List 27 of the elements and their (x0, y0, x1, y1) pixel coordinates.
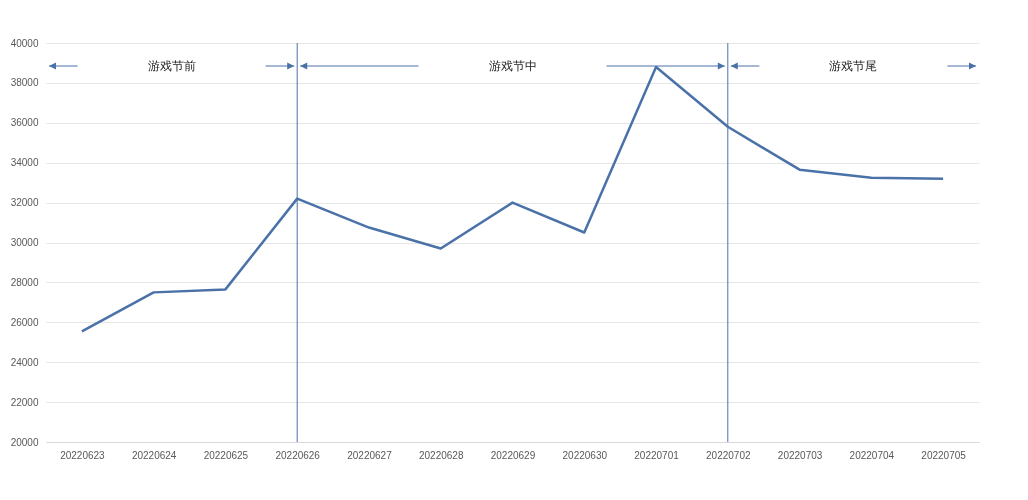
y-tick-label: 40000 (10, 37, 39, 49)
y-tick-label: 22000 (10, 396, 39, 408)
annotation: 游戏节前 (147, 59, 196, 73)
x-tick-label: 20220628 (418, 449, 464, 461)
x-tick-label: 20220625 (203, 449, 249, 461)
x-tick-label: 20220624 (131, 449, 177, 461)
y-tick-label: 34000 (10, 157, 39, 169)
x-tick-label: 20220623 (60, 449, 106, 461)
x-tick-label: 20220702 (706, 449, 751, 461)
y-tick-label: 38000 (10, 77, 39, 89)
x-tick-label: 20220704 (849, 449, 895, 461)
annotation: 游戏节尾 (829, 59, 878, 73)
x-tick-label: 20220705 (921, 449, 967, 461)
x-tick-label: 20220627 (347, 449, 393, 461)
x-tick-label: 20220626 (275, 449, 321, 461)
y-tick-label: 36000 (10, 117, 39, 129)
annotation: 游戏节中 (488, 59, 537, 73)
x-tick-label: 20220629 (490, 449, 536, 461)
x-tick-label: 20220701 (634, 449, 680, 461)
y-tick-label: 32000 (10, 197, 39, 209)
x-tick-label: 20220630 (562, 449, 608, 461)
y-tick-label: 24000 (10, 356, 39, 368)
x-tick-label: 20220703 (777, 449, 823, 461)
y-tick-label: 20000 (10, 436, 39, 448)
y-tick-label: 28000 (10, 276, 39, 288)
y-tick-label: 26000 (10, 316, 39, 328)
y-tick-label: 30000 (10, 237, 39, 248)
